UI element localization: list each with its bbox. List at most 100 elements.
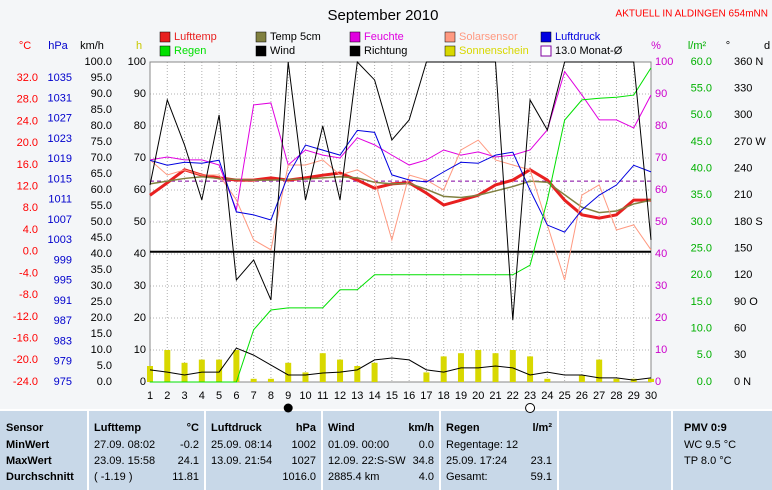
series-line bbox=[149, 60, 652, 320]
y-tick-label: 8.0 bbox=[23, 202, 38, 214]
cell-text: 27.09. 08:02 bbox=[94, 439, 155, 451]
x-tick-label: 2 bbox=[164, 390, 170, 402]
y-tick-label: -4.0 bbox=[19, 267, 38, 279]
y-tick-label: 45.0 bbox=[91, 232, 112, 244]
cell-value: 0.0 bbox=[419, 439, 434, 451]
legend-swatch bbox=[349, 31, 361, 43]
table-header-unit: l/m² bbox=[532, 422, 552, 434]
x-tick-label: 20 bbox=[472, 390, 484, 402]
y-tick-label: 240 bbox=[734, 163, 752, 175]
cell-text: ( -1.19 ) bbox=[94, 471, 133, 483]
y-tick-label: 90 bbox=[134, 88, 146, 100]
y-tick-label: 90 bbox=[655, 88, 667, 100]
legend-label: Solarsensor bbox=[459, 31, 518, 43]
x-tick-label: 9 bbox=[285, 390, 291, 402]
y-tick-label: 60 bbox=[134, 184, 146, 196]
x-tick-label: 16 bbox=[403, 390, 415, 402]
sunshine-bar bbox=[319, 353, 326, 382]
cell-text: 01.09. 00:00 bbox=[328, 439, 389, 451]
y-tick-label: 35.0 bbox=[691, 189, 712, 201]
moon-new bbox=[283, 403, 293, 413]
y-tick-label: -20.0 bbox=[13, 354, 38, 366]
y-tick-label: 50.0 bbox=[691, 109, 712, 121]
y-tick-label: 1031 bbox=[48, 92, 72, 104]
legend-swatch bbox=[159, 45, 171, 57]
cell-text: 23.09. 15:58 bbox=[94, 455, 155, 467]
cell-text: 2885.4 km bbox=[328, 471, 379, 483]
table-header: Luftdruck bbox=[211, 422, 263, 434]
y-tick-label: 979 bbox=[54, 356, 72, 368]
y-tick-label: 28.0 bbox=[17, 94, 38, 106]
row-label: MinWert bbox=[6, 439, 50, 451]
y-tick-label: 30 bbox=[134, 280, 146, 292]
y-tick-label: 975 bbox=[54, 376, 72, 388]
y-tick-label: 1007 bbox=[48, 214, 72, 226]
x-tick-label: 30 bbox=[645, 390, 657, 402]
cell-text: 25.09. 08:14 bbox=[211, 439, 272, 451]
y-tick-label: 10 bbox=[134, 344, 146, 356]
y-tick-label: 1019 bbox=[48, 153, 72, 165]
series-line bbox=[149, 129, 652, 233]
x-tick-label: 10 bbox=[299, 390, 311, 402]
y-tick-label: -16.0 bbox=[13, 332, 38, 344]
sunshine-bar bbox=[233, 350, 240, 382]
y-tick-label: 40.0 bbox=[691, 163, 712, 175]
y-tick-label: 50 bbox=[134, 216, 146, 228]
sunshine-bar bbox=[648, 378, 654, 382]
y-tick-label: 80 bbox=[655, 120, 667, 132]
y-tick-label: 270 W bbox=[734, 136, 766, 148]
x-tick-label: 14 bbox=[368, 390, 380, 402]
y-tick-label: 1015 bbox=[48, 173, 72, 185]
y-tick-label: 10.0 bbox=[691, 323, 712, 335]
legend-swatch bbox=[444, 45, 456, 57]
series-line bbox=[149, 139, 652, 281]
y-tick-label: 60.0 bbox=[91, 184, 112, 196]
legend-label: Wind bbox=[270, 45, 295, 57]
x-tick-label: 23 bbox=[524, 390, 536, 402]
table-header: Lufttemp bbox=[94, 422, 141, 434]
table-header: Wind bbox=[328, 422, 355, 434]
sunshine-bar bbox=[440, 356, 447, 382]
table-header-unit: km/h bbox=[408, 422, 434, 434]
x-tick-label: 29 bbox=[628, 390, 640, 402]
axis-unit: km/h bbox=[80, 40, 104, 52]
sunshine-bar bbox=[302, 372, 309, 382]
y-tick-label: 24.0 bbox=[17, 115, 38, 127]
sunshine-bar bbox=[596, 359, 603, 382]
cell-value: 24.1 bbox=[178, 455, 199, 467]
x-tick-label: 18 bbox=[438, 390, 450, 402]
sunshine-bar bbox=[198, 359, 205, 382]
y-tick-label: 40 bbox=[655, 248, 667, 260]
sunshine-bar bbox=[216, 359, 223, 382]
series-line bbox=[149, 347, 652, 381]
y-tick-label: 30 bbox=[655, 280, 667, 292]
x-tick-label: 4 bbox=[199, 390, 205, 402]
cell-text: 25.09. 17:24 bbox=[446, 455, 507, 467]
y-tick-label: 80 bbox=[134, 120, 146, 132]
sunshine-bar bbox=[544, 378, 551, 382]
y-tick-label: 1023 bbox=[48, 133, 72, 145]
series-line bbox=[150, 67, 652, 383]
y-tick-label: 0 N bbox=[734, 376, 751, 388]
y-tick-label: 5.0 bbox=[697, 349, 712, 361]
y-tick-label: 1027 bbox=[48, 113, 72, 125]
sunshine-bar bbox=[164, 350, 171, 382]
pmv-line: WC 9.5 °C bbox=[684, 439, 736, 451]
y-tick-label: 995 bbox=[54, 275, 72, 287]
cell-value: 34.8 bbox=[413, 455, 434, 467]
y-tick-label: 100 bbox=[655, 56, 673, 68]
y-tick-label: 150 bbox=[734, 243, 752, 255]
row-label: MaxWert bbox=[6, 455, 52, 467]
axis-unit: % bbox=[651, 40, 661, 52]
x-tick-label: 17 bbox=[420, 390, 432, 402]
y-tick-label: 30.0 bbox=[91, 280, 112, 292]
y-tick-label: 20 bbox=[134, 312, 146, 324]
y-tick-label: 55.0 bbox=[691, 83, 712, 95]
moon-full bbox=[525, 403, 536, 413]
axis-unit: ° bbox=[726, 40, 730, 52]
cell-value: 23.1 bbox=[531, 455, 552, 467]
y-tick-label: 1035 bbox=[48, 72, 72, 84]
cell-text: Gesamt: bbox=[446, 471, 488, 483]
y-tick-label: 300 bbox=[734, 109, 752, 121]
y-tick-label: 95.0 bbox=[91, 72, 112, 84]
